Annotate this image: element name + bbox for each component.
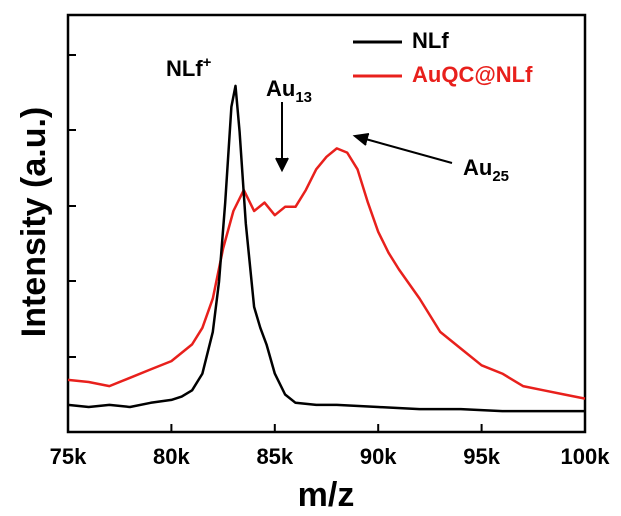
y-ticks <box>68 54 76 358</box>
x-tick-label: 95k <box>463 444 500 469</box>
legend-label: NLf <box>412 28 449 53</box>
x-tick-label: 85k <box>256 444 293 469</box>
annotation-sub: 25 <box>492 168 509 185</box>
x-tick-label: 100k <box>561 444 611 469</box>
x-axis-label: m/z <box>298 476 355 511</box>
arrows <box>275 102 453 173</box>
annotation: NLf+ <box>166 54 212 81</box>
annotation-sup: + <box>203 54 212 71</box>
series-line <box>67 147 586 400</box>
legend-label: AuQC@NLf <box>412 62 533 87</box>
plot-frame <box>66 13 587 434</box>
annotation-text: Au <box>463 155 492 180</box>
annotation: Au13 <box>266 76 312 106</box>
annotation-text: Au <box>266 76 295 101</box>
series-line <box>67 84 585 413</box>
y-axis-label: Intensity (a.u.) <box>15 107 53 337</box>
annotation: Au25 <box>463 155 509 185</box>
x-tick-label: 80k <box>153 444 190 469</box>
x-tick-label: 75k <box>50 444 87 469</box>
x-tick-label: 90k <box>360 444 397 469</box>
annotation-sub: 13 <box>295 89 312 106</box>
annotation-text: NLf <box>166 56 203 81</box>
